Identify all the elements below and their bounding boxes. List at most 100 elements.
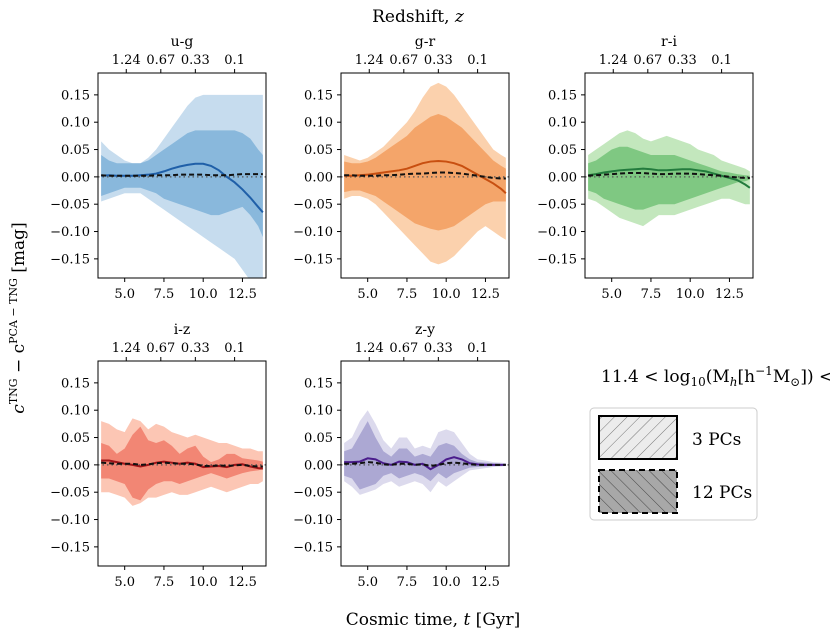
x-tick-label: 7.5 bbox=[154, 287, 175, 302]
panel-g-r: −0.15 −0.10 −0.05 0.00 0.05 0.10 0.15 5.0 7.5 10.… bbox=[293, 34, 510, 302]
x-tick-label: 12.5 bbox=[715, 287, 744, 302]
top-tick-label: 0.67 bbox=[389, 341, 418, 356]
legend-swatch-3pcs bbox=[598, 415, 678, 460]
y-tick-label: 0.15 bbox=[61, 88, 90, 103]
y-tick-label: −0.15 bbox=[293, 252, 333, 267]
y-tick-label: −0.10 bbox=[293, 225, 333, 240]
y-tick-label: 0.15 bbox=[61, 376, 90, 391]
x-tick-label: 5.0 bbox=[114, 287, 135, 302]
x-tick-label: 12.5 bbox=[471, 575, 500, 590]
top-tick-label: 0.67 bbox=[146, 53, 175, 68]
legend-label-3pcs: 3 PCs bbox=[692, 430, 741, 450]
top-tick-label: 1.24 bbox=[355, 53, 384, 68]
top-title: Redshift, z bbox=[372, 7, 465, 27]
y-tick-label: 0.00 bbox=[304, 458, 333, 473]
y-axis-title: cTNG − cPCA − TNG [mag] bbox=[7, 222, 29, 413]
y-tick-label: −0.05 bbox=[50, 486, 90, 501]
top-tick-label: 0.33 bbox=[181, 341, 210, 356]
x-tick-label: 7.5 bbox=[397, 287, 418, 302]
x-tick-label: 10.0 bbox=[189, 575, 218, 590]
y-tick-label: −0.05 bbox=[537, 198, 577, 213]
y-tick-label: 0.05 bbox=[304, 431, 333, 446]
panel-title: i-z bbox=[174, 322, 191, 338]
panel-u-g: −0.15 −0.10 −0.05 0.00 0.05 0.10 0.15 5.0 7.5 10.… bbox=[50, 34, 267, 302]
median-line-12pcs bbox=[101, 173, 263, 177]
y-tick-label: 0.10 bbox=[304, 404, 333, 419]
top-tick-label: 0.33 bbox=[424, 341, 453, 356]
y-tick-label: 0.10 bbox=[548, 116, 577, 131]
plot-area-u-g bbox=[98, 94, 266, 278]
x-tick-label: 10.0 bbox=[189, 287, 218, 302]
y-tick-label: −0.10 bbox=[50, 225, 90, 240]
mass-bin-label: 11.4 < log10(Mh[h−1M⊙]) < 11.6 bbox=[601, 364, 830, 389]
panel-r-i: −0.15 −0.10 −0.05 0.00 0.05 0.10 0.15 5.0 7.5 10.… bbox=[537, 34, 754, 302]
axes-frame bbox=[340, 360, 510, 567]
axes-frame bbox=[97, 360, 267, 567]
panel-i-z: −0.15 −0.10 −0.05 0.00 0.05 0.10 0.15 5.0 7.5 10.… bbox=[50, 322, 267, 590]
panel-title: r-i bbox=[661, 34, 677, 50]
y-tick-label: 0.05 bbox=[61, 143, 90, 158]
band-12pcs bbox=[344, 114, 506, 231]
legend: 3 PCs 12 PCs bbox=[589, 407, 758, 521]
y-tick-label: 0.05 bbox=[304, 143, 333, 158]
plot-area-g-r bbox=[341, 82, 509, 265]
x-tick-label: 10.0 bbox=[432, 287, 461, 302]
plot-area-i-z bbox=[98, 418, 266, 506]
top-tick-label: 1.24 bbox=[599, 53, 628, 68]
plot-area-z-y bbox=[341, 410, 509, 495]
y-tick-label: 0.15 bbox=[548, 88, 577, 103]
panel-title: u-g bbox=[171, 34, 194, 50]
y-tick-label: −0.15 bbox=[50, 252, 90, 267]
y-tick-label: −0.10 bbox=[293, 513, 333, 528]
top-tick-label: 0.1 bbox=[224, 53, 245, 68]
y-tick-label: −0.15 bbox=[50, 540, 90, 555]
median-line-12pcs bbox=[344, 171, 506, 180]
y-tick-label: 0.05 bbox=[548, 143, 577, 158]
y-tick-label: −0.10 bbox=[50, 513, 90, 528]
x-tick-label: 10.0 bbox=[676, 287, 705, 302]
y-tick-label: −0.10 bbox=[537, 225, 577, 240]
x-tick-label: 5.0 bbox=[357, 287, 378, 302]
top-tick-label: 0.1 bbox=[224, 341, 245, 356]
y-tick-label: 0.15 bbox=[304, 88, 333, 103]
top-tick-label: 1.24 bbox=[112, 341, 141, 356]
y-tick-label: 0.10 bbox=[61, 404, 90, 419]
x-tick-label: 7.5 bbox=[397, 575, 418, 590]
y-tick-label: −0.05 bbox=[293, 486, 333, 501]
top-tick-label: 1.24 bbox=[355, 341, 384, 356]
top-tick-label: 0.1 bbox=[467, 53, 488, 68]
band-12pcs bbox=[588, 146, 750, 210]
top-tick-label: 1.24 bbox=[112, 53, 141, 68]
top-tick-label: 0.33 bbox=[181, 53, 210, 68]
x-tick-label: 12.5 bbox=[228, 287, 257, 302]
panel-title: g-r bbox=[415, 34, 436, 50]
y-tick-label: −0.05 bbox=[50, 198, 90, 213]
median-line-12pcs bbox=[588, 172, 750, 179]
top-tick-label: 0.67 bbox=[633, 53, 662, 68]
plot-area-r-i bbox=[585, 130, 753, 227]
y-tick-label: 0.00 bbox=[61, 170, 90, 185]
x-tick-label: 12.5 bbox=[228, 575, 257, 590]
median-line-12pcs bbox=[101, 461, 263, 468]
y-tick-label: 0.00 bbox=[304, 170, 333, 185]
band-12pcs bbox=[101, 130, 263, 237]
y-tick-label: 0.00 bbox=[61, 458, 90, 473]
top-tick-label: 0.1 bbox=[711, 53, 732, 68]
y-tick-label: −0.05 bbox=[293, 198, 333, 213]
y-tick-label: 0.10 bbox=[304, 116, 333, 131]
y-tick-label: −0.15 bbox=[293, 540, 333, 555]
top-tick-label: 0.67 bbox=[389, 53, 418, 68]
axes-frame bbox=[97, 72, 267, 279]
top-tick-label: 0.33 bbox=[668, 53, 697, 68]
x-tick-label: 5.0 bbox=[601, 287, 622, 302]
x-axis-title: Cosmic time, t [Gyr] bbox=[346, 610, 521, 630]
x-tick-label: 7.5 bbox=[154, 575, 175, 590]
panel-z-y: −0.15 −0.10 −0.05 0.00 0.05 0.10 0.15 5.0 7.5 10.… bbox=[293, 322, 510, 590]
x-tick-label: 12.5 bbox=[471, 287, 500, 302]
legend-swatch-12pcs bbox=[598, 469, 678, 514]
x-tick-label: 5.0 bbox=[114, 575, 135, 590]
legend-label-12pcs: 12 PCs bbox=[692, 483, 752, 503]
axes-frame bbox=[340, 72, 510, 279]
top-tick-label: 0.33 bbox=[424, 53, 453, 68]
